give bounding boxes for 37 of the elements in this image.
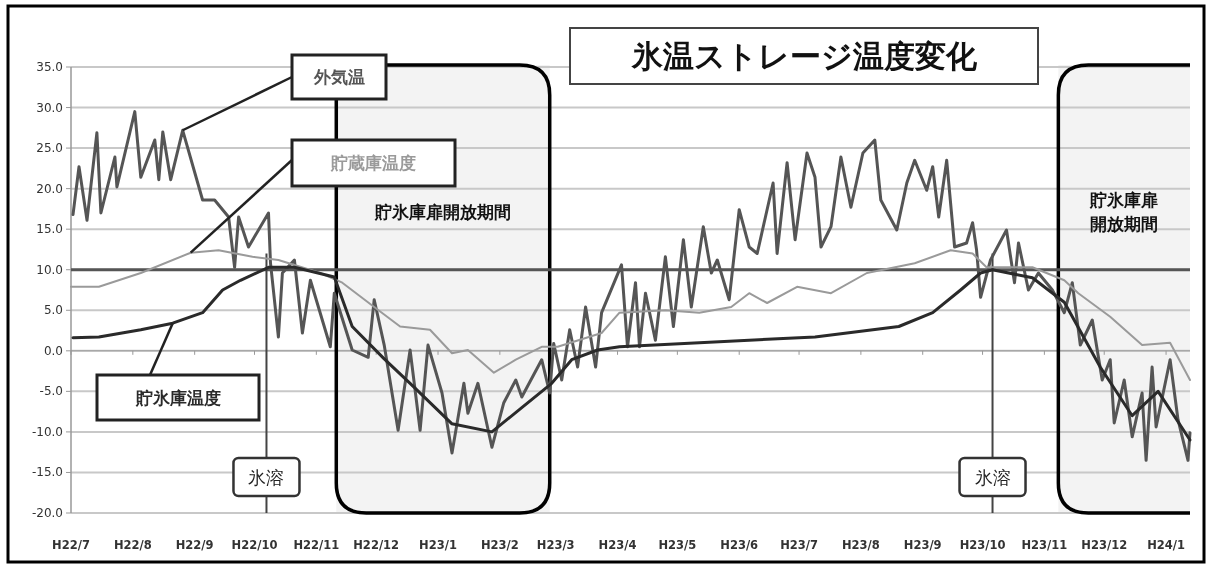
chart-title: 氷温ストレージ温度変化: [630, 38, 978, 74]
x-tick-label: H23/9: [903, 538, 942, 552]
y-tick-label: -20.0: [31, 506, 63, 520]
x-tick-label: H23/7: [780, 538, 818, 552]
x-tick-label: H23/5: [658, 538, 697, 552]
title-box: 氷温ストレージ温度変化: [569, 27, 1039, 85]
ref-line-label: 氷溶: [974, 467, 1011, 488]
x-tick-label: H24/1: [1147, 538, 1185, 552]
x-tick-label: H23/6: [720, 538, 759, 552]
x-tick-label: H22/7: [52, 538, 90, 552]
x-tick-label: H22/9: [175, 538, 214, 552]
band-label: 貯氷庫扉開放期間: [1089, 190, 1159, 234]
x-tick-label: H22/11: [293, 538, 340, 552]
band-label: 貯氷庫扉開放期間: [374, 202, 511, 222]
x-tick-label: H23/12: [1081, 538, 1128, 552]
x-tick-label: H22/12: [353, 538, 400, 552]
y-tick-label: -10.0: [31, 424, 63, 439]
y-tick-label: 35.0: [36, 60, 63, 74]
x-tick-label: H22/10: [231, 538, 278, 552]
y-tick-label: 5.0: [43, 303, 63, 318]
x-tick-label: H23/10: [959, 538, 1006, 552]
y-tick-label: 25.0: [36, 141, 63, 156]
x-tick-label: H23/3: [536, 538, 575, 552]
x-tick-label: H23/8: [841, 538, 880, 552]
y-tick-label: 15.0: [36, 222, 63, 237]
y-tick-label: -5.0: [39, 384, 63, 399]
x-tick-label: H22/8: [113, 538, 152, 552]
ref-line-label: 氷溶: [248, 467, 285, 488]
y-tick-label: 0.0: [43, 343, 63, 358]
y-tick-label: -15.0: [31, 465, 63, 480]
y-tick-label: 10.0: [36, 262, 63, 277]
x-tick-label: H23/4: [598, 538, 637, 552]
y-tick-label: 30.0: [36, 100, 63, 115]
y-tick-label: 20.0: [36, 181, 63, 196]
x-tick-label: H23/2: [480, 538, 519, 552]
x-tick-label: H23/1: [419, 538, 457, 552]
x-tick-label: H23/11: [1021, 538, 1068, 552]
